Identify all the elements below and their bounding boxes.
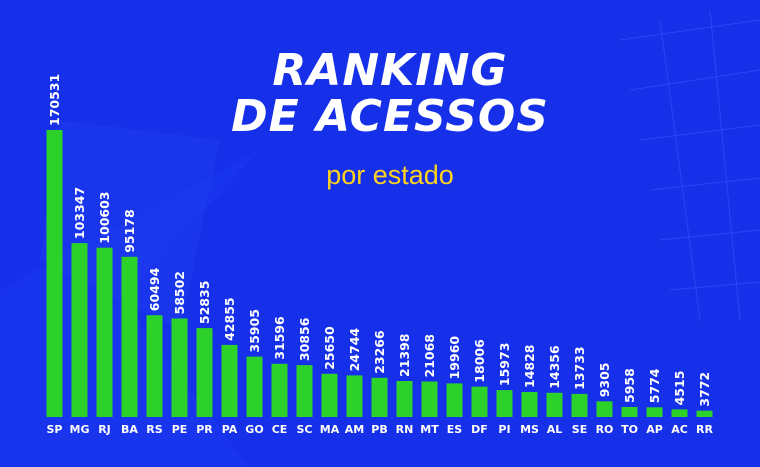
value-label-al: 14356 — [547, 345, 562, 389]
chart-subtitle: por estado — [326, 160, 454, 190]
title-line-2: DE ACESSOS — [231, 91, 549, 142]
category-label-rs: RS — [146, 423, 162, 436]
bar-rs — [146, 315, 163, 417]
value-label-rs: 60494 — [147, 267, 162, 311]
value-label-ma: 25650 — [322, 326, 337, 370]
bar-mt — [421, 381, 438, 417]
value-label-pa: 42855 — [222, 297, 237, 341]
value-label-ap: 5774 — [647, 368, 662, 403]
bar-al — [546, 392, 563, 417]
value-label-df: 18006 — [472, 339, 487, 383]
value-label-to: 5958 — [622, 368, 637, 403]
value-label-ro: 9305 — [597, 363, 612, 398]
value-label-pi: 15973 — [497, 343, 512, 387]
bar-mg — [71, 243, 88, 417]
category-label-pr: PR — [196, 423, 213, 436]
bar-ap — [646, 407, 663, 417]
category-label-mt: MT — [420, 423, 439, 436]
category-label-ce: CE — [272, 423, 288, 436]
value-label-mg: 103347 — [72, 187, 87, 239]
bar-to — [621, 407, 638, 417]
bar-es — [446, 383, 463, 417]
category-label-es: ES — [447, 423, 463, 436]
bar-ce — [271, 363, 288, 417]
category-label-mg: MG — [70, 423, 90, 436]
category-label-pa: PA — [222, 423, 238, 436]
category-label-al: AL — [547, 423, 563, 436]
bar-ma — [321, 373, 338, 417]
value-label-go: 35905 — [247, 309, 262, 353]
category-label-se: SE — [572, 423, 587, 436]
value-label-pr: 52835 — [197, 281, 212, 325]
category-label-rn: RN — [396, 423, 414, 436]
category-label-ac: AC — [671, 423, 688, 436]
category-label-ap: AP — [646, 423, 663, 436]
bar-ba — [121, 256, 138, 417]
value-label-mt: 21068 — [422, 334, 437, 378]
value-label-rr: 3772 — [697, 372, 712, 407]
category-label-ba: BA — [121, 423, 138, 436]
bar-ac — [671, 409, 688, 417]
bar-se — [571, 393, 588, 417]
category-label-pb: PB — [371, 423, 387, 436]
bar-pr — [196, 328, 213, 417]
bar-pi — [496, 390, 513, 417]
category-label-to: TO — [621, 423, 638, 436]
category-label-rj: RJ — [98, 423, 111, 436]
category-label-am: AM — [345, 423, 364, 436]
bar-rr — [696, 410, 713, 417]
category-label-pe: PE — [172, 423, 188, 436]
value-label-ba: 95178 — [122, 209, 137, 253]
bar-pa — [221, 344, 238, 417]
bar-sc — [296, 365, 313, 417]
bar-rj — [96, 247, 113, 417]
bar-sp — [46, 130, 63, 417]
category-label-rr: RR — [696, 423, 713, 436]
value-label-ce: 31596 — [272, 316, 287, 360]
value-label-se: 13733 — [572, 346, 587, 390]
bar-df — [471, 386, 488, 417]
value-label-am: 24744 — [347, 328, 362, 372]
bar-ms — [521, 392, 538, 417]
value-label-pe: 58502 — [172, 271, 187, 315]
category-label-go: GO — [245, 423, 263, 436]
value-label-sp: 170531 — [47, 74, 62, 126]
chart-title: RANKING DE ACESSOS — [200, 48, 580, 140]
value-label-es: 19960 — [447, 336, 462, 380]
category-label-df: DF — [471, 423, 488, 436]
category-label-sp: SP — [47, 423, 63, 436]
category-label-sc: SC — [297, 423, 313, 436]
bar-am — [346, 375, 363, 417]
value-label-rj: 100603 — [97, 192, 112, 244]
bar-pb — [371, 377, 388, 417]
category-label-ms: MS — [520, 423, 539, 436]
category-label-ro: RO — [596, 423, 614, 436]
value-label-rn: 21398 — [397, 334, 412, 378]
bar-rn — [396, 381, 413, 417]
value-label-pb: 23266 — [372, 330, 387, 374]
value-label-ac: 4515 — [672, 371, 687, 406]
title-line-1: RANKING — [272, 45, 508, 96]
category-label-pi: PI — [498, 423, 510, 436]
bar-go — [246, 356, 263, 417]
bar-pe — [171, 318, 188, 417]
bar-ro — [596, 401, 613, 417]
value-label-sc: 30856 — [297, 317, 312, 361]
category-label-ma: MA — [320, 423, 340, 436]
value-label-ms: 14828 — [522, 345, 537, 389]
